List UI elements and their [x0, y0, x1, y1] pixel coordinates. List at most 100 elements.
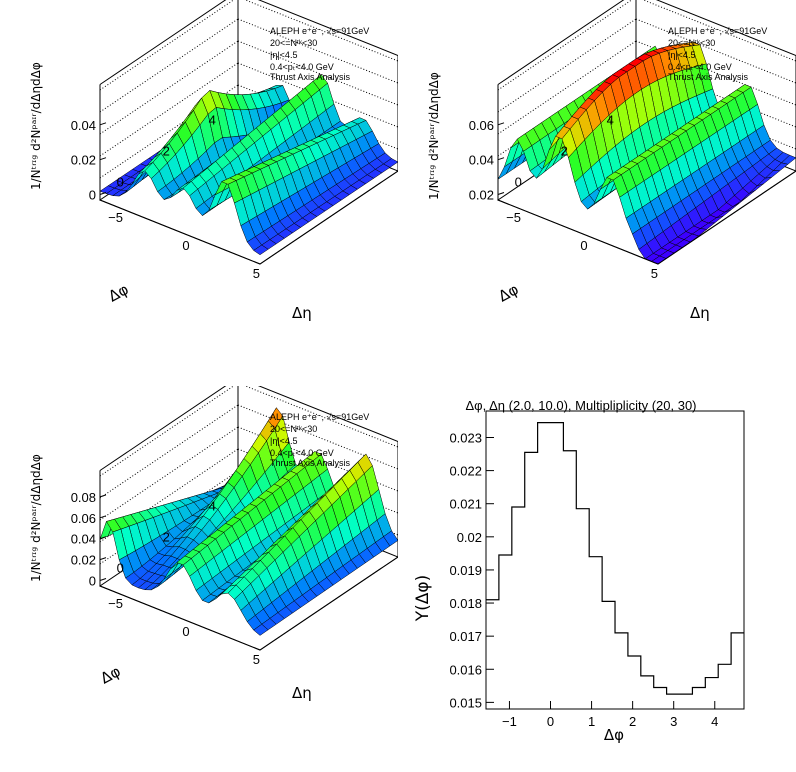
y-tick-label: 0.021 — [449, 497, 482, 512]
z-tick — [497, 192, 505, 195]
box-edge — [259, 170, 398, 265]
y-axis-title-2: Δφ — [495, 280, 521, 305]
x-tick-label: 5 — [253, 652, 260, 667]
x-tick-label: −5 — [108, 210, 123, 225]
surface-mesh-1 — [99, 74, 398, 256]
x-tick-label: 2 — [629, 714, 636, 729]
y-axis: 0.015 0.016 0.017 0.018 0.019 0.02 0.021 0.022 0… — [449, 430, 494, 710]
y-tick-label: 0.017 — [449, 629, 482, 644]
histogram-plot: Δφ, Δη (2.0, 10.0), Multipliplicity (20,… — [398, 386, 796, 772]
x-tick-label: 0 — [547, 714, 554, 729]
legend-line-2: 20<=Nᵗᵏ<30 — [270, 424, 317, 434]
y-tick-label: 4 — [209, 498, 216, 513]
z-tick — [99, 192, 107, 195]
grid-line — [99, 40, 239, 135]
legend-line-1: ALEPH e⁺e⁻, √s=91GeV — [270, 412, 369, 422]
y-axis-title-3: Δφ — [97, 662, 123, 687]
z-tick-label: 0.08 — [71, 490, 96, 505]
z-tick-label: 0.04 — [71, 118, 96, 133]
z-axis-title-1: 1/Nᵗʳᶦᵍ d²Nᵖᵃᶦʳ/dΔηdΔφ — [29, 62, 43, 190]
x-tick-label: −1 — [502, 714, 517, 729]
x-tick-label: 4 — [711, 714, 718, 729]
histogram-series — [486, 421, 744, 695]
surface-plot-1: 0.04 0.02 0 4 2 0 5 0 −5 ALEPH e⁺e⁻, √s=91GeV 20… — [0, 0, 398, 386]
grid-line — [99, 0, 235, 91]
surface-canvas-3: 0.08 0.06 0.04 0.02 0 4 2 0 5 0 −5 ALEPH e⁺e⁻, √s=… — [29, 386, 398, 702]
y-tick-label: 0.023 — [449, 430, 482, 445]
legend-line-5: Thrust Axis Analysis — [270, 458, 351, 468]
legend-line-3: |η|<4.5 — [270, 436, 297, 446]
surface-canvas-1: 0.04 0.02 0 4 2 0 5 0 −5 ALEPH e⁺e⁻, √s=91GeV 20… — [29, 0, 398, 322]
x-tick-label: 5 — [651, 266, 658, 281]
surface-mesh-3 — [99, 407, 398, 636]
histogram-title: Δφ, Δη (2.0, 10.0), Multipliplicity (20,… — [466, 398, 697, 413]
x-tick-label: 0 — [580, 238, 587, 253]
z-tick-label: 0.06 — [71, 511, 96, 526]
y-tick-label: 0 — [117, 174, 124, 189]
legend-line-5: Thrust Axis Analysis — [668, 72, 749, 82]
surface-plot-2: 0.06 0.04 0.02 4 2 0 5 0 −5 ALEPH e⁺e⁻, √s=91GeV… — [398, 0, 796, 386]
y-tick-label: 0.016 — [449, 662, 482, 677]
x-tick-label: 0 — [182, 624, 189, 639]
box-edge — [99, 585, 261, 651]
grid-line — [497, 40, 637, 135]
z-tick — [99, 494, 107, 498]
legend-line-5: Thrust Axis Analysis — [270, 72, 351, 82]
grid-line — [99, 386, 235, 477]
box-edge — [99, 199, 261, 265]
legend-line-2: 20<=Nᵗᵏ<30 — [668, 38, 715, 48]
legend-line-4: 0.4<pₜ<4.0 GeV — [668, 62, 732, 72]
legend-line-3: |η|<4.5 — [270, 50, 297, 60]
grid-line — [497, 18, 637, 113]
y-tick-label: 4 — [607, 112, 614, 127]
y-tick-label: 0.018 — [449, 596, 482, 611]
histogram-frame — [485, 410, 745, 710]
y-tick-label: 0.02 — [457, 530, 482, 545]
y-tick-label: 2 — [163, 529, 170, 544]
grid-line — [99, 404, 239, 499]
z-tick-label: 0.02 — [71, 553, 96, 568]
x-tick-label: 1 — [588, 714, 595, 729]
grid-line — [99, 62, 239, 157]
z-tick-label: 0.04 — [71, 532, 96, 547]
y-tick-label: 2 — [561, 143, 568, 158]
z-axis-title-2: 1/Nᵗʳᶦᵍ d²Nᵖᵃᶦʳ/dΔηdΔφ — [427, 72, 441, 200]
histogram-canvas: Δφ, Δη (2.0, 10.0), Multipliplicity (20,… — [413, 398, 745, 744]
z-tick — [99, 515, 107, 519]
legend-line-2: 20<=Nᵗᵏ<30 — [270, 38, 317, 48]
x-axis-title: Δφ — [604, 726, 624, 744]
z-tick — [99, 557, 107, 561]
x-tick-label: 0 — [182, 238, 189, 253]
z-tick — [99, 578, 107, 581]
box-edge — [257, 0, 398, 56]
z-tick-label: 0.02 — [71, 153, 96, 168]
surface-canvas-2: 0.06 0.04 0.02 4 2 0 5 0 −5 ALEPH e⁺e⁻, √s=91GeV… — [427, 0, 796, 322]
legend-1: ALEPH e⁺e⁻, √s=91GeV 20<=Nᵗᵏ<30 |η|<4.5 … — [270, 26, 369, 82]
x-axis-title-3: Δη — [292, 684, 312, 702]
box-edge — [655, 0, 796, 56]
legend-2: ALEPH e⁺e⁻, √s=91GeV 20<=Nᵗᵏ<30 |η|<4.5 … — [668, 26, 767, 82]
legend-3: ALEPH e⁺e⁻, √s=91GeV 20<=Nᵗᵏ<30 |η|<4.5 … — [270, 412, 369, 468]
y-tick-label: 0 — [515, 174, 522, 189]
surface-mesh-2 — [497, 41, 796, 265]
surface-ticks-3: 0.08 0.06 0.04 0.02 0 4 2 0 5 0 −5 — [71, 490, 398, 667]
y-tick-label: 0.019 — [449, 563, 482, 578]
z-tick — [99, 536, 107, 540]
z-tick-label: 0.06 — [469, 118, 494, 133]
z-tick-label: 0 — [89, 188, 96, 203]
legend-line-1: ALEPH e⁺e⁻, √s=91GeV — [668, 26, 767, 36]
y-tick-label: 0.015 — [449, 695, 482, 710]
y-tick-label: 0.022 — [449, 464, 482, 479]
y-tick-label: 4 — [209, 112, 216, 127]
surface-plot-3: 0.08 0.06 0.04 0.02 0 4 2 0 5 0 −5 ALEPH e⁺e⁻, √s=… — [0, 386, 398, 772]
surface-ticks-2: 0.06 0.04 0.02 4 2 0 5 0 −5 — [469, 112, 796, 281]
legend-line-3: |η|<4.5 — [668, 50, 695, 60]
x-tick-label: −5 — [506, 210, 521, 225]
x-axis-title-2: Δη — [690, 304, 710, 322]
surface-cell — [253, 623, 269, 636]
grid-line — [99, 18, 239, 113]
legend-line-1: ALEPH e⁺e⁻, √s=91GeV — [270, 26, 369, 36]
grid-line — [497, 0, 633, 91]
z-tick-label: 0.04 — [469, 153, 494, 168]
y-axis-title: Y(Δφ) — [413, 575, 433, 623]
